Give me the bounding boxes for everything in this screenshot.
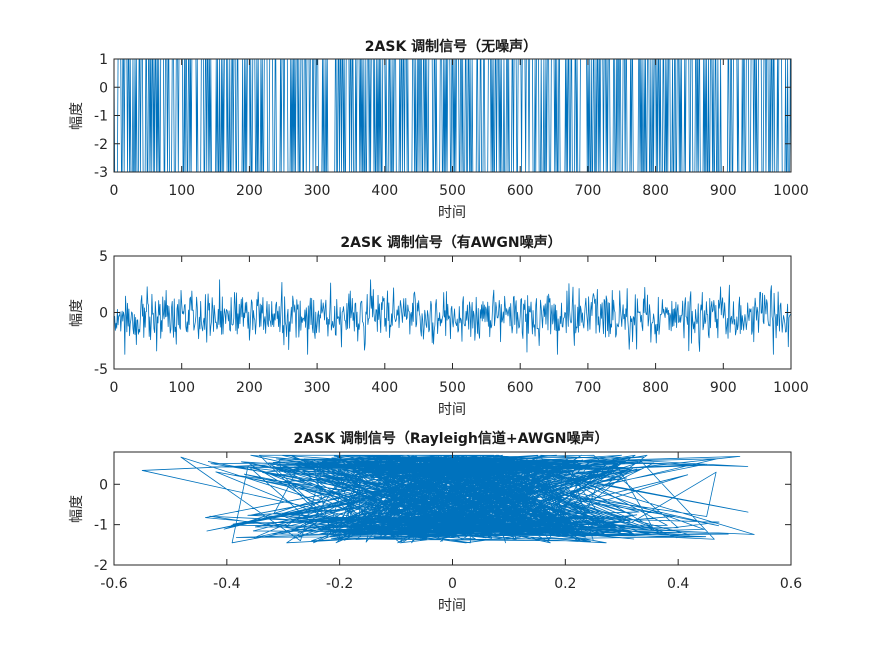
y-tick-label: -2 — [94, 558, 108, 574]
x-tick-label: 200 — [236, 183, 263, 199]
x-tick-label: 0.2 — [554, 576, 576, 592]
x-tick-label: -0.2 — [326, 576, 353, 592]
x-tick-label: 1000 — [773, 183, 809, 199]
subplot-1: 2ASK 调制信号（无噪声） 0 100 200 300 400 500 600 700 800… — [69, 38, 809, 221]
subplot-3-ylabel: 幅度 — [69, 495, 85, 523]
x-tick-label: 100 — [168, 380, 195, 396]
x-tick-label: 900 — [710, 380, 737, 396]
x-tick-label: 0.6 — [780, 576, 802, 592]
subplot-1-plot-area — [113, 58, 792, 173]
x-tick-label: 300 — [304, 380, 331, 396]
x-tick-label: 700 — [575, 380, 602, 396]
x-tick-label: 500 — [439, 380, 466, 396]
subplot-1-xlabel: 时间 — [438, 205, 466, 221]
x-tick-label: 800 — [642, 380, 669, 396]
x-tick-label: -0.6 — [100, 576, 127, 592]
x-tick-label: 500 — [439, 183, 466, 199]
subplot-3-ticks: -0.6 -0.4 -0.2 0 0.2 0.4 0.6 -2 -1 0 — [94, 452, 802, 592]
subplot-2: 2ASK 调制信号（有AWGN噪声） 0 100 200 300 400 500 600 70… — [69, 234, 809, 418]
x-tick-label: 600 — [507, 380, 534, 396]
y-tick-label: 0 — [99, 477, 108, 493]
subplot-3-plot-area — [141, 454, 755, 544]
x-tick-label: 100 — [168, 183, 195, 199]
subplot-2-title: 2ASK 调制信号（有AWGN噪声） — [340, 234, 561, 251]
subplot-3-title: 2ASK 调制信号（Rayleigh信道+AWGN噪声） — [294, 430, 609, 447]
subplot-2-plot-area — [113, 279, 792, 355]
y-tick-label: -1 — [94, 109, 108, 125]
x-tick-label: 700 — [575, 183, 602, 199]
x-tick-label: 800 — [642, 183, 669, 199]
x-tick-label: 1000 — [773, 380, 809, 396]
x-tick-label: -0.4 — [213, 576, 240, 592]
subplot-3: 2ASK 调制信号（Rayleigh信道+AWGN噪声） -0.6 -0.4 -0.… — [69, 430, 802, 614]
subplot-1-ticks: 0 100 200 300 400 500 600 700 800 900 1000 -3 -2 -1 0 1 — [94, 52, 809, 199]
x-tick-label: 600 — [507, 183, 534, 199]
series-line-no-noise — [113, 58, 792, 173]
x-tick-label: 0 — [448, 576, 457, 592]
x-tick-label: 200 — [236, 380, 263, 396]
y-tick-label: -2 — [94, 137, 108, 153]
x-tick-label: 400 — [371, 183, 398, 199]
y-tick-label: 1 — [99, 52, 108, 68]
x-tick-label: 0 — [110, 380, 119, 396]
x-tick-label: 0 — [110, 183, 119, 199]
x-tick-label: 400 — [371, 380, 398, 396]
subplot-2-ylabel: 幅度 — [69, 299, 85, 327]
y-tick-label: 0 — [99, 306, 108, 322]
y-tick-label: 5 — [99, 249, 108, 265]
y-tick-label: -3 — [94, 165, 108, 181]
series-line-rayleigh-awgn — [141, 454, 755, 544]
x-tick-label: 300 — [304, 183, 331, 199]
subplot-2-xlabel: 时间 — [438, 402, 466, 418]
series-line-awgn — [113, 279, 792, 355]
subplot-1-ylabel: 幅度 — [69, 102, 85, 130]
subplot-3-xlabel: 时间 — [438, 598, 466, 614]
y-tick-label: -5 — [94, 362, 108, 378]
y-tick-label: 0 — [99, 80, 108, 96]
subplot-1-title: 2ASK 调制信号（无噪声） — [365, 38, 537, 55]
x-tick-label: 0.4 — [667, 576, 689, 592]
subplot-2-ticks: 0 100 200 300 400 500 600 700 800 900 1000-505 — [94, 249, 809, 396]
y-tick-label: -1 — [94, 518, 108, 534]
x-tick-label: 900 — [710, 183, 737, 199]
